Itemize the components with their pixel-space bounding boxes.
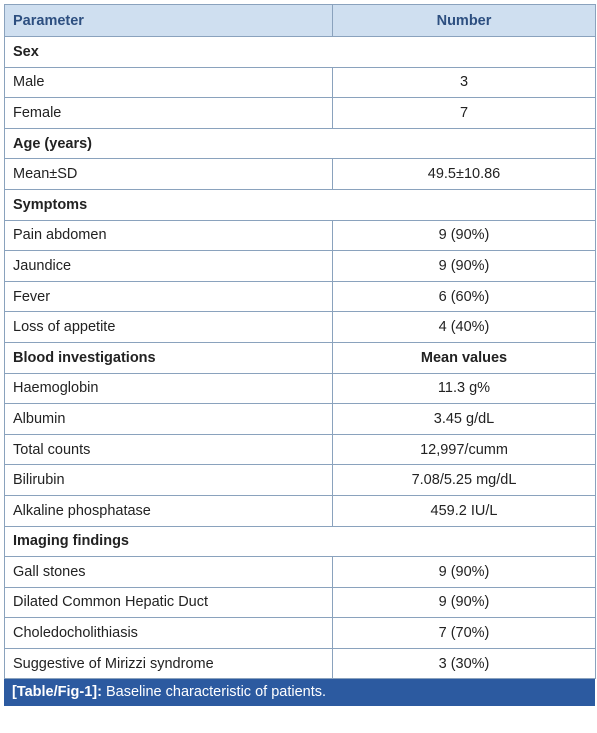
data-row: Male 3 [4,66,596,99]
parameter-cell: Pain abdomen [4,219,333,252]
section-row: Blood investigations Mean values [4,341,596,374]
data-row: Bilirubin 7.08/5.25 mg/dL [4,464,596,496]
data-row: Albumin 3.45 g/dL [4,403,596,435]
number-cell: 7.08/5.25 mg/dL [332,464,596,496]
number-cell: 3 [332,66,596,99]
data-row: Fever 6 (60%) [4,280,596,313]
table-figure: Parameter Number Sex Male 3 Female 7 Age (yea… [4,4,596,707]
parameter-cell: Jaundice [4,250,333,282]
number-cell: 9 (90%) [332,219,596,252]
data-row: Gall stones 9 (90%) [4,556,596,588]
data-row: Haemoglobin 11.3 g% [4,372,596,405]
number-cell: 3.45 g/dL [332,403,596,435]
header-row: Parameter Number [4,4,596,37]
section-row: Symptoms [4,188,596,221]
table: Parameter Number Sex Male 3 Female 7 Age (yea… [4,4,596,680]
data-row: Pain abdomen 9 (90%) [4,219,596,252]
number-cell: 459.2 IU/L [332,494,596,527]
data-row: Suggestive of Mirizzi syndrome 3 (30%) [4,647,596,680]
data-row: Loss of appetite 4 (40%) [4,311,596,343]
number-cell: 7 [332,97,596,129]
number-cell: 12,997/cumm [332,433,596,466]
parameter-cell: Gall stones [4,556,333,588]
parameter-cell: Female [4,97,333,129]
data-row: Jaundice 9 (90%) [4,250,596,282]
data-row: Mean±SD 49.5±10.86 [4,158,596,190]
section-row: Sex [4,36,596,68]
number-cell: 6 (60%) [332,280,596,313]
data-row: Dilated Common Hepatic Duct 9 (90%) [4,586,596,619]
parameter-cell: Total counts [4,433,333,466]
parameter-cell: Choledocholithiasis [4,617,333,649]
number-cell: 7 (70%) [332,617,596,649]
section-title: Blood investigations [4,341,333,374]
section-row: Age (years) [4,127,596,160]
data-row: Alkaline phosphatase 459.2 IU/L [4,494,596,527]
parameter-cell: Male [4,66,333,99]
caption: [Table/Fig-1]: Baseline characteristic o… [4,679,595,707]
number-cell: 49.5±10.86 [332,158,596,190]
parameter-cell: Suggestive of Mirizzi syndrome [4,647,333,680]
section-title: Sex [4,36,596,68]
data-row: Choledocholithiasis 7 (70%) [4,617,596,649]
parameter-cell: Fever [4,280,333,313]
parameter-cell: Albumin [4,403,333,435]
data-row: Female 7 [4,97,596,129]
caption-text: Baseline characteristic of patients. [105,684,327,701]
section-value: Mean values [332,341,596,374]
parameter-cell: Mean±SD [4,158,333,190]
section-title: Symptoms [4,188,596,221]
parameter-cell: Dilated Common Hepatic Duct [4,586,333,619]
number-cell: 9 (90%) [332,250,596,282]
number-cell: 9 (90%) [332,556,596,588]
table-body: Sex Male 3 Female 7 Age (years) Mean±SD 49.5±10… [4,36,596,680]
caption-label: [Table/Fig-1]: [12,684,102,701]
parameter-cell: Haemoglobin [4,372,333,405]
header-cell: Parameter [4,4,333,37]
number-cell: 11.3 g% [332,372,596,405]
data-row: Total counts 12,997/cumm [4,433,596,466]
number-cell: 3 (30%) [332,647,596,680]
number-cell: 4 (40%) [332,311,596,343]
number-cell: 9 (90%) [332,586,596,619]
parameter-cell: Alkaline phosphatase [4,494,333,527]
section-row: Imaging findings [4,525,596,558]
header-cell: Number [332,4,596,37]
section-title: Imaging findings [4,525,596,558]
section-title: Age (years) [4,127,596,160]
parameter-cell: Loss of appetite [4,311,333,343]
parameter-cell: Bilirubin [4,464,333,496]
